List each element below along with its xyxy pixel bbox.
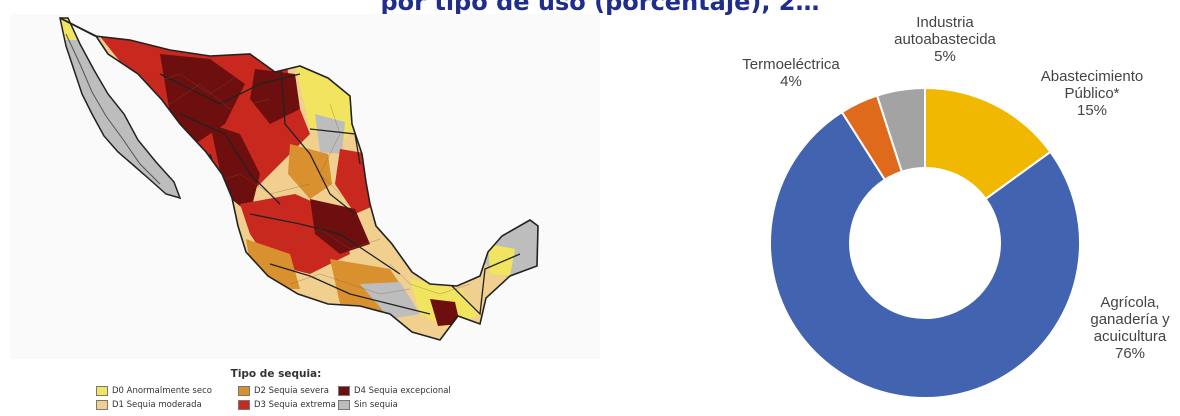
label-industria-name-2: autoabastecida xyxy=(894,31,996,48)
water-use-donut-chart xyxy=(769,86,1081,399)
legend-item-d2: D2 Sequia severa xyxy=(238,386,329,396)
label-termoelectrica: Termoeléctrica 4% xyxy=(736,56,846,90)
legend-label-d0: D0 Anormalmente seco xyxy=(112,386,212,396)
label-abastecimiento-name-2: Público* xyxy=(1064,85,1120,102)
label-agricola-name-3: acuicultura xyxy=(1093,328,1167,345)
legend-label-d2: D2 Sequia severa xyxy=(254,386,329,396)
legend-item-d0: D0 Anormalmente seco xyxy=(96,386,212,396)
mexico-drought-map xyxy=(59,17,539,341)
drought-map-panel xyxy=(10,14,600,359)
legend-label-sin: Sin sequia xyxy=(354,400,398,410)
label-abastecimiento: Abastecimiento Público* 15% xyxy=(1022,68,1162,119)
legend-title: Tipo de sequia: xyxy=(230,368,322,380)
label-termoelectrica-name: Termoeléctrica xyxy=(742,56,840,73)
legend-swatch-d2 xyxy=(238,386,250,396)
label-industria-name-1: Industria xyxy=(916,14,974,31)
map-legend: Tipo de sequia: D0 Anormalmente seco D1 … xyxy=(96,368,456,416)
label-industria: Industria autoabastecida 5% xyxy=(880,14,1010,65)
legend-swatch-d4 xyxy=(338,386,350,396)
legend-item-sin: Sin sequia xyxy=(338,400,398,410)
donut-slice-1 xyxy=(769,110,1081,399)
legend-item-d1: D1 Sequia moderada xyxy=(96,400,202,410)
legend-item-d4: D4 Sequia excepcional xyxy=(338,386,451,396)
label-industria-value: 5% xyxy=(934,48,956,65)
label-agricola-name-1: Agrícola, xyxy=(1100,294,1160,311)
legend-swatch-d1 xyxy=(96,400,108,410)
legend-swatch-sin xyxy=(338,400,350,410)
label-termoelectrica-value: 4% xyxy=(780,73,802,90)
chart-title: por tipo de uso (porcentaje), 2… xyxy=(380,0,820,16)
mainland-regions xyxy=(60,18,538,340)
legend-label-d3: D3 Sequia extrema xyxy=(254,400,336,410)
donut-slice-3 xyxy=(875,86,926,173)
legend-item-d3: D3 Sequia extrema xyxy=(238,400,336,410)
legend-label-d4: D4 Sequia excepcional xyxy=(354,386,451,396)
legend-swatch-d0 xyxy=(96,386,108,396)
label-agricola-value: 76% xyxy=(1114,345,1146,362)
donut-slice-0 xyxy=(924,86,1052,201)
label-abastecimiento-name-1: Abastecimiento xyxy=(1040,68,1144,85)
label-agricola-name-2: ganadería y xyxy=(1090,311,1170,328)
label-abastecimiento-value: 15% xyxy=(1076,102,1108,119)
legend-label-d1: D1 Sequia moderada xyxy=(112,400,202,410)
label-agricola: Agrícola, ganadería y acuicultura 76% xyxy=(1082,294,1178,362)
legend-swatch-d3 xyxy=(238,400,250,410)
